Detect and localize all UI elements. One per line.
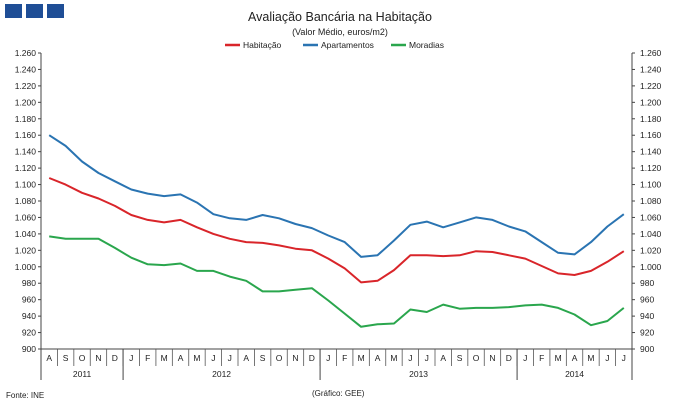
x-tick-label: O xyxy=(79,353,86,363)
brand-logo xyxy=(5,4,64,18)
x-tick-label: M xyxy=(587,353,594,363)
series-line-moradias xyxy=(49,235,625,328)
y-tick-label-left: 1.240 xyxy=(15,64,37,74)
x-tick-label: J xyxy=(425,353,429,363)
y-tick-label-left: 960 xyxy=(22,295,36,305)
y-tick-label-left: 1.200 xyxy=(15,97,37,107)
legend-label: Habitação xyxy=(243,40,282,50)
y-tick-label-left: 1.120 xyxy=(15,163,37,173)
x-tick-label: A xyxy=(572,353,578,363)
x-tick-label: M xyxy=(193,353,200,363)
x-tick-label: M xyxy=(555,353,562,363)
y-tick-label-left: 1.180 xyxy=(15,114,37,124)
logo-square xyxy=(26,4,43,18)
x-tick-label: S xyxy=(260,353,266,363)
y-tick-label-left: 1.020 xyxy=(15,245,37,255)
x-tick-label: J xyxy=(228,353,232,363)
x-tick-label: A xyxy=(243,353,249,363)
source-note: Fonte: INE xyxy=(6,391,45,400)
y-tick-label-left: 1.260 xyxy=(15,48,37,58)
x-tick-label: N xyxy=(489,353,495,363)
axes: 900 900 920 920 940 940 960 960 980 980 1.000 1.000… xyxy=(15,48,662,380)
y-tick-label-right: 1.120 xyxy=(640,163,662,173)
chart-title: Avaliação Bancária na Habitação xyxy=(248,10,432,24)
x-tick-label: N xyxy=(292,353,298,363)
legend-label: Moradias xyxy=(409,40,444,50)
x-tick-label: J xyxy=(523,353,527,363)
x-tick-label: F xyxy=(539,353,544,363)
y-tick-label-left: 1.000 xyxy=(15,262,37,272)
series-line-apartamentos xyxy=(48,134,625,258)
y-tick-label-left: 1.040 xyxy=(15,229,37,239)
y-tick-label-left: 920 xyxy=(22,328,36,338)
y-tick-label-left: 1.140 xyxy=(15,147,37,157)
y-tick-label-right: 1.160 xyxy=(640,130,662,140)
y-tick-label-right: 1.100 xyxy=(640,180,662,190)
x-tick-label: D xyxy=(112,353,118,363)
y-tick-label-right: 980 xyxy=(640,278,654,288)
y-tick-label-right: 1.080 xyxy=(640,196,662,206)
logo-square xyxy=(5,4,22,18)
y-tick-label-right: 940 xyxy=(640,311,654,321)
year-label: 2011 xyxy=(73,369,92,379)
y-tick-label-right: 1.220 xyxy=(640,81,662,91)
x-tick-label: A xyxy=(440,353,446,363)
credit-note: (Gráfico: GEE) xyxy=(312,389,365,398)
y-tick-label-right: 1.020 xyxy=(640,245,662,255)
x-tick-label: J xyxy=(605,353,609,363)
y-tick-label-right: 1.040 xyxy=(640,229,662,239)
y-tick-label-right: 1.000 xyxy=(640,262,662,272)
y-tick-label-left: 900 xyxy=(22,344,36,354)
year-label: 2013 xyxy=(409,369,428,379)
y-tick-label-right: 1.260 xyxy=(640,48,662,58)
y-tick-label-right: 900 xyxy=(640,344,654,354)
x-tick-label: M xyxy=(390,353,397,363)
y-tick-label-left: 940 xyxy=(22,311,36,321)
y-tick-label-left: 1.080 xyxy=(15,196,37,206)
year-label: 2012 xyxy=(212,369,231,379)
y-tick-label-right: 1.180 xyxy=(640,114,662,124)
y-tick-label-right: 1.140 xyxy=(640,147,662,157)
x-tick-label: A xyxy=(46,353,52,363)
y-tick-label-left: 1.100 xyxy=(15,180,37,190)
y-tick-label-right: 1.240 xyxy=(640,64,662,74)
x-tick-label: F xyxy=(342,353,347,363)
x-tick-label: N xyxy=(95,353,101,363)
y-tick-label-right: 1.200 xyxy=(640,97,662,107)
x-tick-label: S xyxy=(63,353,69,363)
x-tick-label: J xyxy=(211,353,215,363)
y-tick-label-right: 920 xyxy=(640,328,654,338)
y-tick-label-left: 1.160 xyxy=(15,130,37,140)
x-tick-label: O xyxy=(473,353,480,363)
logo-square xyxy=(47,4,64,18)
chart-subtitle: (Valor Médio, euros/m2) xyxy=(292,27,388,37)
x-tick-label: M xyxy=(358,353,365,363)
x-tick-label: J xyxy=(622,353,626,363)
x-tick-label: A xyxy=(375,353,381,363)
x-tick-label: S xyxy=(457,353,463,363)
y-tick-label-left: 1.220 xyxy=(15,81,37,91)
y-tick-label-left: 980 xyxy=(22,278,36,288)
x-tick-label: J xyxy=(326,353,330,363)
series-line-habitação xyxy=(48,177,625,284)
x-tick-label: F xyxy=(145,353,150,363)
year-label: 2014 xyxy=(565,369,584,379)
x-tick-label: M xyxy=(161,353,168,363)
legend-label: Apartamentos xyxy=(321,40,374,50)
y-tick-label-left: 1.060 xyxy=(15,212,37,222)
series-group xyxy=(48,134,625,328)
y-tick-label-right: 1.060 xyxy=(640,212,662,222)
legend: Habitação Apartamentos Moradias xyxy=(225,40,444,50)
x-tick-label: D xyxy=(506,353,512,363)
x-tick-label: O xyxy=(276,353,283,363)
x-tick-label: D xyxy=(309,353,315,363)
x-tick-label: J xyxy=(408,353,412,363)
x-tick-label: A xyxy=(178,353,184,363)
x-tick-label: J xyxy=(129,353,133,363)
y-tick-label-right: 960 xyxy=(640,295,654,305)
